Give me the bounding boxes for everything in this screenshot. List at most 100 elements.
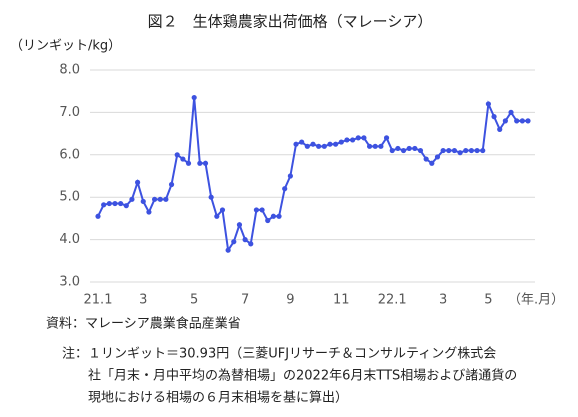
- data-point: [282, 186, 288, 192]
- data-point: [129, 196, 135, 202]
- data-point: [389, 147, 395, 154]
- data-point: [163, 196, 169, 202]
- data-point: [321, 143, 327, 149]
- data-point: [440, 147, 446, 154]
- data-point: [316, 143, 322, 149]
- data-point: [208, 194, 214, 200]
- data-point: [135, 179, 141, 185]
- data-point: [400, 147, 407, 154]
- data-point: [146, 209, 152, 215]
- chart-title: 図２ 生体鶏農家出荷価格（マレーシア）: [148, 13, 433, 31]
- data-point: [123, 203, 129, 209]
- data-point: [242, 237, 248, 243]
- data-point: [151, 196, 158, 202]
- data-point: [231, 239, 237, 245]
- x-tick-label: 7: [241, 293, 249, 308]
- x-tick-label: 3: [139, 293, 147, 308]
- data-point: [350, 137, 356, 143]
- data-point: [502, 118, 508, 124]
- x-tick-label: 9: [286, 293, 294, 308]
- data-point: [406, 145, 412, 152]
- data-point: [265, 217, 271, 224]
- data-point: [214, 213, 220, 219]
- data-point: [446, 147, 452, 154]
- data-point: [287, 173, 293, 179]
- data-point: [457, 150, 463, 156]
- y-tick-label: 4.0: [59, 232, 80, 247]
- data-point: [118, 200, 124, 207]
- data-point: [248, 241, 254, 247]
- data-point: [304, 143, 310, 149]
- data-point: [423, 156, 429, 162]
- y-tick-label: 3.0: [59, 275, 80, 290]
- data-point: [95, 213, 101, 219]
- data-point: [101, 202, 107, 208]
- data-point: [185, 160, 192, 166]
- note: 現地における相場の６月末相場を基に算出）: [88, 391, 348, 406]
- data-point: [106, 200, 112, 207]
- data-point: [225, 247, 231, 253]
- data-point: [355, 135, 361, 141]
- data-point: [519, 118, 525, 124]
- data-point: [299, 139, 305, 145]
- y-tick-label: 6.0: [59, 147, 80, 162]
- data-point: [514, 118, 520, 124]
- data-point: [525, 118, 531, 124]
- data-point: [259, 207, 265, 213]
- data-point: [451, 147, 458, 154]
- y-tick-label: 5.0: [59, 190, 80, 205]
- data-point: [270, 213, 276, 219]
- note: 社「月末・月中平均の為替相場」の2022年6月末TTS相場および諸通貨の: [88, 368, 517, 384]
- data-point: [434, 154, 441, 160]
- data-point: [429, 160, 435, 166]
- data-point: [344, 137, 350, 143]
- data-point: [174, 152, 180, 158]
- data-point: [474, 147, 480, 154]
- data-point: [508, 109, 514, 115]
- data-point: [395, 145, 401, 152]
- data-point: [485, 101, 491, 107]
- data-point: [361, 135, 367, 141]
- data-point: [197, 160, 203, 166]
- data-point: [497, 126, 503, 132]
- data-point: [463, 147, 469, 154]
- data-point: [383, 135, 390, 141]
- data-point: [236, 222, 243, 228]
- data-point: [112, 200, 118, 207]
- data-point: [253, 207, 260, 213]
- data-point: [310, 141, 316, 147]
- x-tick-label: 5: [484, 293, 492, 308]
- source-note: 資料：マレーシア農業食品産業省: [46, 316, 241, 332]
- data-point: [378, 143, 384, 149]
- data-point: [202, 160, 209, 166]
- note: 注：１リンギット＝30.93円（三菱UFJリサーチ＆コンサルティング株式会: [62, 347, 496, 362]
- y-tick-label: 7.0: [59, 105, 80, 120]
- x-tick-label: 3: [439, 293, 447, 308]
- data-point: [372, 143, 378, 149]
- data-point: [180, 156, 186, 162]
- data-point: [168, 181, 175, 188]
- data-point: [412, 145, 418, 152]
- y-tick-label: 8.0: [59, 63, 80, 78]
- data-point: [140, 198, 146, 205]
- data-point: [480, 147, 486, 154]
- data-point: [219, 207, 226, 213]
- data-point: [417, 147, 424, 154]
- data-point: [468, 147, 475, 154]
- data-point: [366, 143, 373, 149]
- x-tick-label: 22.1: [378, 293, 407, 308]
- data-point: [338, 139, 344, 145]
- data-point: [333, 141, 339, 147]
- data-point: [293, 141, 299, 147]
- data-point: [276, 213, 282, 219]
- x-tick-label: 5: [190, 293, 198, 308]
- data-point: [491, 114, 497, 120]
- data-point: [157, 196, 163, 202]
- data-line: [97, 97, 528, 253]
- y-axis-label: （リンギット/kg）: [10, 39, 121, 54]
- x-tick-label: 21.1: [84, 293, 113, 308]
- data-point: [327, 141, 333, 147]
- x-tick-label: 11: [333, 293, 350, 308]
- x-axis-label: （年.月）: [508, 293, 564, 308]
